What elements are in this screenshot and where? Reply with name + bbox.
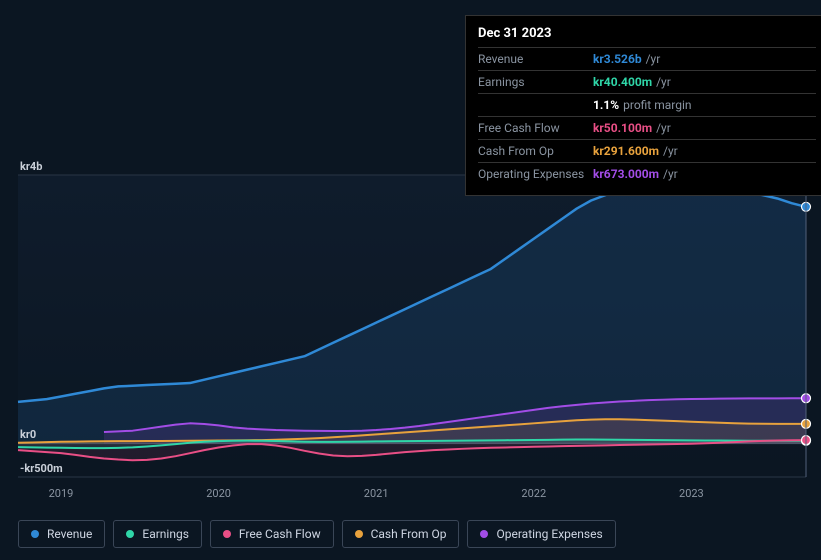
legend-label: Earnings: [142, 527, 189, 541]
legend-dot-icon: [223, 530, 231, 538]
y-axis-label: kr4b: [20, 160, 42, 173]
tooltip-row: Free Cash Flowkr50.100m/yr: [478, 116, 816, 139]
tooltip-label: Free Cash Flow: [478, 121, 593, 135]
tooltip-row: Earningskr40.400m/yr: [478, 70, 816, 93]
tooltip-value: kr673.000m/yr: [593, 167, 678, 181]
tooltip-date: Dec 31 2023: [478, 26, 816, 41]
tooltip-value: 1.1%profit margin: [593, 98, 692, 112]
tooltip-row: Cash From Opkr291.600m/yr: [478, 139, 816, 162]
x-axis-label: 2019: [49, 487, 74, 500]
legend-label: Cash From Op: [371, 527, 447, 541]
tooltip-label: Operating Expenses: [478, 167, 593, 181]
tooltip-label: [478, 98, 593, 112]
x-axis-label: 2020: [206, 487, 231, 500]
legend-item[interactable]: Free Cash Flow: [210, 520, 334, 548]
legend: Revenue Earnings Free Cash Flow Cash From O…: [18, 520, 616, 548]
tooltip-label: Revenue: [478, 52, 593, 66]
legend-label: Free Cash Flow: [239, 527, 321, 541]
legend-item[interactable]: Operating Expenses: [467, 520, 615, 548]
x-axis-label: 2021: [364, 487, 389, 500]
tooltip-value: kr40.400m/yr: [593, 75, 671, 89]
tooltip-value: kr3.526b/yr: [593, 52, 660, 66]
legend-dot-icon: [355, 530, 363, 538]
legend-item[interactable]: Earnings: [113, 520, 202, 548]
tooltip-row: Revenuekr3.526b/yr: [478, 47, 816, 70]
legend-dot-icon: [126, 530, 134, 538]
legend-item[interactable]: Revenue: [18, 520, 105, 548]
tooltip-value: kr291.600m/yr: [593, 144, 678, 158]
legend-label: Operating Expenses: [496, 527, 602, 541]
hover-tooltip: Dec 31 2023 Revenuekr3.526b/yrEarningskr…: [465, 15, 821, 196]
legend-label: Revenue: [47, 527, 92, 541]
legend-item[interactable]: Cash From Op: [342, 520, 460, 548]
x-axis-label: 2022: [521, 487, 546, 500]
tooltip-label: Earnings: [478, 75, 593, 89]
tooltip-label: Cash From Op: [478, 144, 593, 158]
x-axis-label: 2023: [679, 487, 704, 500]
tooltip-value: kr50.100m/yr: [593, 121, 671, 135]
legend-dot-icon: [480, 530, 488, 538]
legend-dot-icon: [31, 530, 39, 538]
y-axis-label: -kr500m: [20, 462, 63, 475]
tooltip-row: 1.1%profit margin: [478, 93, 816, 116]
y-axis-label: kr0: [20, 428, 36, 441]
tooltip-row: Operating Expenseskr673.000m/yr: [478, 162, 816, 185]
